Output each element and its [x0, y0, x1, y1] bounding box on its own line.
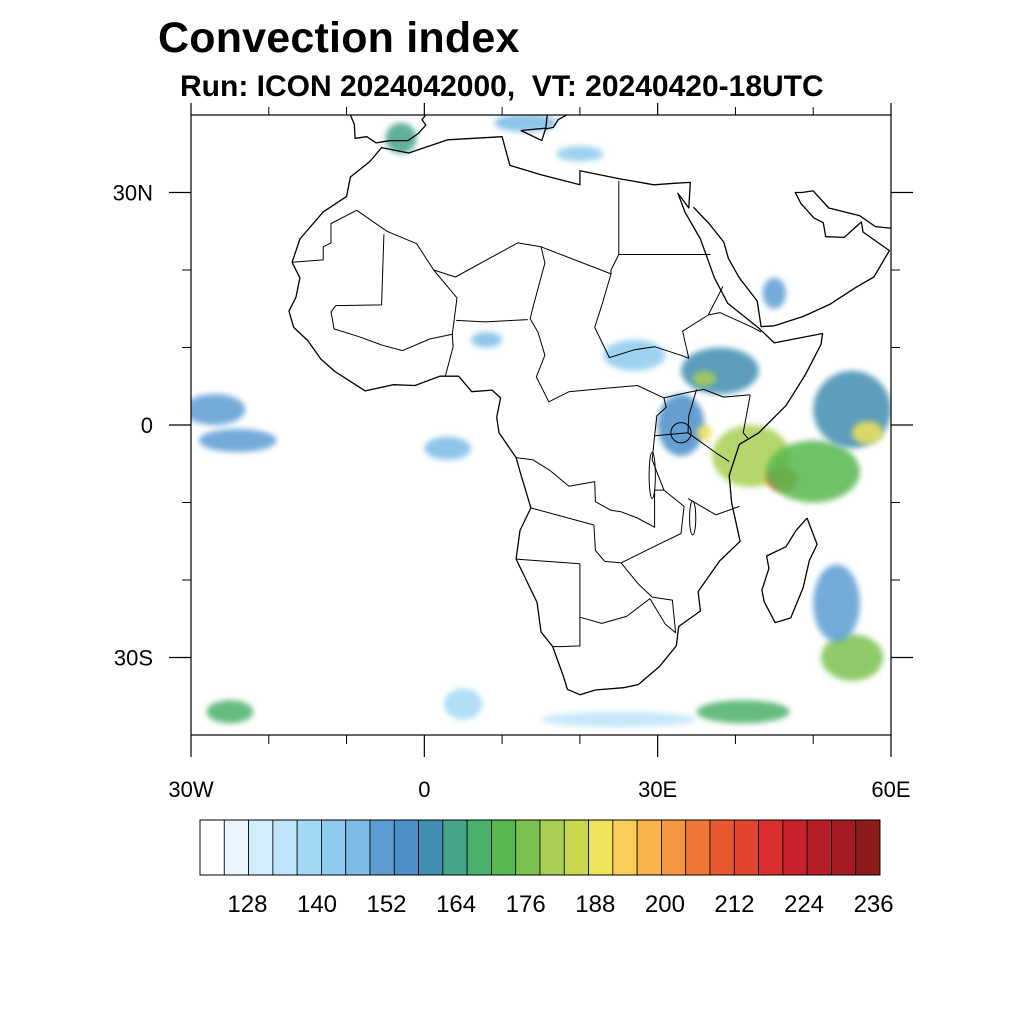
- country-border: [292, 209, 357, 263]
- convection-area: [494, 115, 557, 133]
- colorbar-swatch: [588, 819, 614, 876]
- country-border: [687, 498, 740, 516]
- country-border: [356, 180, 620, 278]
- colorbar-swatch: [782, 819, 808, 876]
- lake-outline: [648, 451, 656, 500]
- colorbar-swatch: [393, 819, 419, 876]
- lon-tick-label: 60E: [871, 777, 910, 802]
- colorbar-label: 176: [506, 891, 546, 918]
- axis-ticks: 30W 0 30E 60E 30N 0 30S: [113, 103, 913, 802]
- chart-title: Convection index: [158, 14, 520, 62]
- convection-area: [191, 394, 246, 425]
- colorbar-swatch: [491, 819, 517, 876]
- colorbar-swatch: [831, 819, 857, 876]
- colorbar-label: 200: [645, 891, 685, 918]
- lon-tick-label: 0: [418, 777, 430, 802]
- convection-area: [766, 440, 860, 503]
- colorbar-swatch: [539, 819, 565, 876]
- coastline: [692, 190, 891, 328]
- convection-area: [681, 347, 759, 394]
- coastline: [520, 127, 547, 142]
- country-border: [708, 312, 762, 333]
- colorbar-swatch: [345, 819, 371, 876]
- country-border: [516, 397, 667, 528]
- convection-field: [191, 115, 891, 728]
- coastline: [761, 517, 818, 624]
- colorbar-swatch: [758, 819, 784, 876]
- colorbar-swatch: [296, 819, 322, 876]
- country-border: [456, 319, 528, 323]
- colorbar-swatch: [442, 819, 468, 876]
- convection-area: [424, 436, 471, 460]
- colorbar-swatch: [806, 819, 832, 876]
- country-border: [742, 394, 751, 439]
- colorbar-swatch: [369, 819, 395, 876]
- plot-frame: [190, 114, 892, 736]
- convection-area: [443, 688, 483, 720]
- colorbar-swatch: [661, 819, 687, 876]
- convection-area: [821, 634, 884, 681]
- convection-area: [813, 564, 860, 642]
- convection-area: [692, 370, 716, 387]
- convection-area: [696, 700, 790, 724]
- colorbar-swatch: [709, 819, 735, 876]
- colorbar-swatch: [855, 819, 881, 876]
- colorbar-swatch: [418, 819, 444, 876]
- colorbar-label: 224: [784, 891, 824, 918]
- colorbar-label: 212: [714, 891, 754, 918]
- colorbar-swatch: [248, 819, 274, 876]
- lon-tick-label: 30E: [638, 777, 677, 802]
- lake-outline: [670, 422, 692, 444]
- lat-tick-label: 30N: [113, 181, 153, 206]
- convection-area: [206, 700, 254, 724]
- convection-area: [471, 332, 503, 348]
- convection-area: [603, 339, 666, 371]
- chart-subtitle: Run: ICON 2024042000, VT: 20240420-18UTC: [180, 70, 824, 103]
- colorbar-swatch: [199, 819, 225, 876]
- convection-area: [852, 421, 884, 445]
- colorbar-label: 152: [366, 891, 406, 918]
- colorbar-swatch: [272, 819, 298, 876]
- colorbar-label: 164: [436, 891, 476, 918]
- colorbar-swatch: [515, 819, 541, 876]
- convection-area: [541, 711, 697, 728]
- country-border: [594, 273, 724, 359]
- coastline: [349, 115, 427, 144]
- lon-tick-label: 30W: [168, 777, 213, 802]
- coastlines: [288, 115, 891, 696]
- colorbar: 128 140 152 164 176 188 200 212 224 236: [199, 819, 894, 918]
- convection-area: [762, 277, 786, 309]
- country-border: [433, 269, 458, 335]
- lat-tick-label: 30S: [114, 646, 153, 671]
- colorbar-swatch: [685, 819, 711, 876]
- colorbar-swatch: [223, 819, 249, 876]
- country-border: [516, 558, 581, 648]
- colorbar-swatch: [636, 819, 662, 876]
- colorbar-frame: [199, 819, 881, 876]
- colorbar-label: 188: [575, 891, 615, 918]
- country-border: [330, 234, 454, 377]
- lat-tick-label: 0: [141, 413, 153, 438]
- coastline: [288, 136, 824, 696]
- lake-outline: [689, 500, 697, 536]
- convection-area: [198, 428, 277, 453]
- convection-area: [556, 146, 604, 162]
- convection-area: [696, 425, 713, 441]
- colorbar-swatch: [733, 819, 759, 876]
- colorbar-swatch: [466, 819, 492, 876]
- colorbar-label: 236: [854, 891, 894, 918]
- colorbar-swatch: [612, 819, 638, 876]
- country-border: [687, 389, 698, 433]
- colorbar-label: 128: [227, 891, 267, 918]
- convection-area: [385, 122, 417, 154]
- colorbar-label: 140: [297, 891, 337, 918]
- colorbar-swatch: [563, 819, 589, 876]
- country-border: [579, 562, 677, 634]
- colorbar-swatch: [321, 819, 347, 876]
- country-border: [530, 489, 685, 564]
- convection-area: [657, 394, 705, 456]
